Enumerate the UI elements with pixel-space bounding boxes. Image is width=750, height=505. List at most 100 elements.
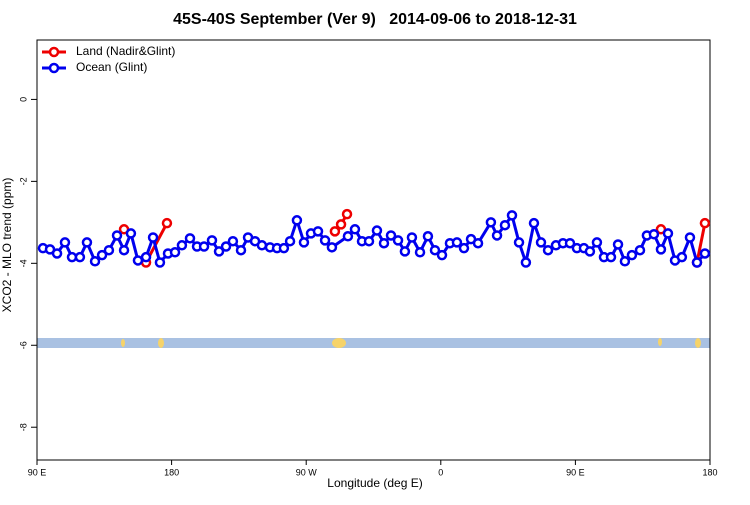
- x-tick-label: 90 E: [28, 467, 47, 477]
- data-point: [392, 235, 404, 246]
- data-point: [206, 235, 218, 246]
- data-point: [103, 244, 115, 256]
- data-point: [213, 246, 225, 257]
- data-point: [520, 257, 532, 268]
- data-point: [436, 249, 448, 261]
- data-point: [662, 228, 674, 239]
- data-point: [184, 233, 196, 244]
- data-point: [626, 249, 638, 261]
- x-tick-label: 180: [702, 467, 717, 477]
- x-tick-label: 90 E: [566, 467, 585, 477]
- data-point: [605, 251, 617, 263]
- land-blob: [121, 339, 125, 347]
- data-point: [591, 237, 603, 248]
- data-point: [326, 242, 338, 253]
- data-point: [619, 256, 631, 267]
- data-point: [472, 237, 484, 249]
- data-point: [147, 232, 159, 243]
- data-point: [684, 232, 696, 243]
- x-axis-label: Longitude (deg E): [327, 476, 422, 490]
- data-point: [363, 235, 375, 247]
- data-point: [111, 230, 123, 241]
- data-point: [676, 251, 688, 263]
- x-tick-label: 0: [438, 467, 443, 477]
- plot-frame: [36, 39, 711, 461]
- y-tick-label: 0: [18, 97, 28, 102]
- data-point: [458, 242, 470, 254]
- data-point: [284, 235, 296, 247]
- data-point: [59, 237, 71, 248]
- data-point: [319, 235, 331, 246]
- ocean-strip: [37, 338, 710, 348]
- data-point: [118, 244, 130, 256]
- chart-title: 45S-40S September (Ver 9) 2014-09-06 to …: [173, 11, 577, 28]
- legend-marker: [48, 46, 60, 58]
- x-tick-label: 90 W: [296, 467, 318, 477]
- map-strip: [37, 338, 710, 348]
- data-point: [612, 239, 624, 250]
- data-point: [335, 219, 347, 230]
- data-point: [342, 231, 354, 242]
- land-blob: [658, 338, 662, 346]
- y-tick-label: -2: [18, 177, 28, 185]
- data-point: [406, 232, 418, 243]
- land-blob: [695, 338, 701, 348]
- data-point: [169, 247, 181, 258]
- data-point: [51, 248, 63, 259]
- y-axis-label: XCO2 - MLO trend (ppm): [0, 178, 14, 313]
- data-point: [298, 237, 310, 248]
- data-point: [378, 237, 390, 249]
- land-blob: [332, 338, 346, 348]
- y-tick-label: -8: [18, 423, 28, 431]
- data-point: [154, 257, 166, 268]
- land-blob: [158, 338, 164, 348]
- x-tick-label: 180: [164, 467, 179, 477]
- data-point: [371, 225, 383, 236]
- y-tick-label: -6: [18, 341, 28, 349]
- data-point: [506, 210, 518, 221]
- data-point: [291, 215, 303, 226]
- data-point: [312, 226, 324, 237]
- data-point: [385, 230, 397, 241]
- legend-label: Land (Nadir&Glint): [76, 44, 175, 58]
- data-point: [81, 237, 93, 248]
- data-point: [655, 244, 667, 255]
- data-point: [699, 248, 711, 259]
- data-point: [535, 237, 547, 248]
- data-point: [485, 217, 497, 228]
- data-point: [414, 247, 426, 258]
- data-point: [198, 241, 210, 252]
- data-point: [74, 251, 86, 263]
- data-point: [564, 237, 576, 249]
- data-point: [648, 228, 660, 240]
- data-point: [140, 251, 152, 263]
- data-point: [227, 235, 239, 247]
- data-point: [132, 255, 144, 266]
- data-point: [341, 208, 353, 220]
- data-point: [278, 242, 290, 254]
- data-point: [542, 244, 554, 256]
- data-point: [220, 241, 232, 252]
- data-point: [235, 244, 247, 256]
- data-point: [499, 219, 511, 231]
- data-point: [584, 246, 596, 257]
- data-point: [176, 240, 188, 251]
- data-point: [699, 217, 711, 229]
- data-point: [491, 230, 503, 241]
- data-point: [329, 226, 341, 237]
- data-point: [89, 256, 101, 267]
- legend-label: Ocean (Glint): [76, 60, 147, 74]
- data-point: [513, 237, 525, 248]
- data-point: [429, 244, 441, 256]
- data-point: [349, 224, 361, 235]
- data-point: [691, 257, 703, 268]
- data-point: [161, 217, 173, 229]
- data-point: [96, 249, 108, 261]
- data-point: [256, 240, 268, 251]
- data-point: [125, 228, 137, 239]
- data-point: [451, 237, 463, 248]
- y-tick-label: -4: [18, 259, 28, 267]
- data-point: [422, 231, 434, 242]
